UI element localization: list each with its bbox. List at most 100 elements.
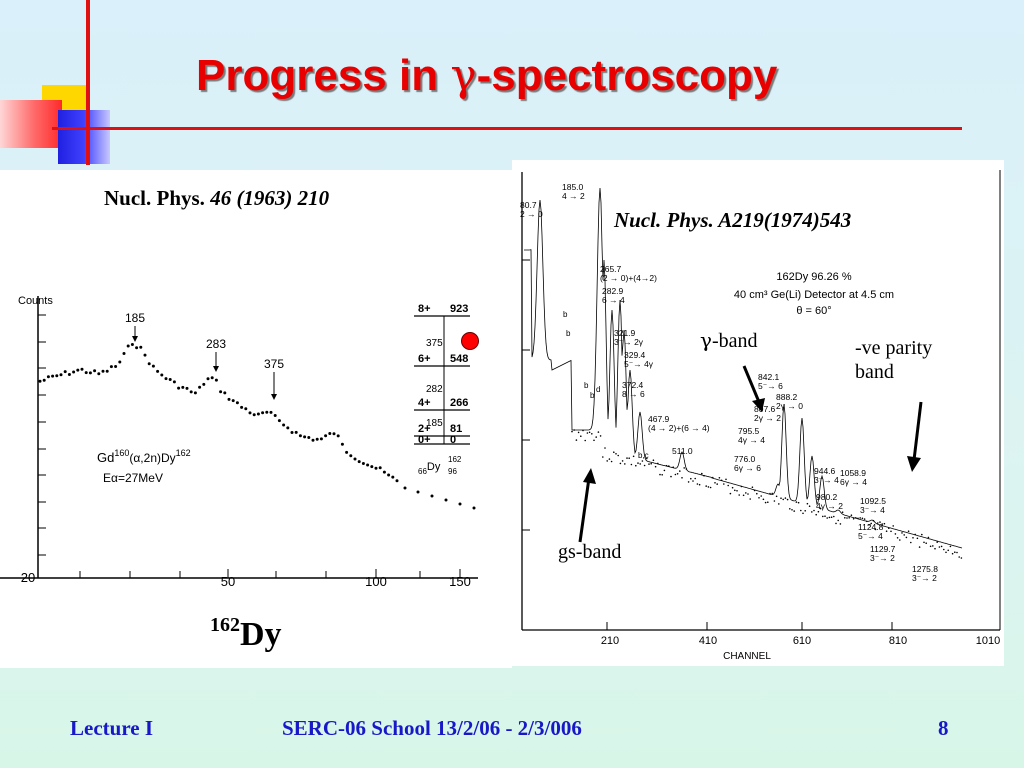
left-spectrum-point [156,369,160,373]
noise-point [648,463,650,465]
noise-point [703,474,705,477]
left-spectrum-point [135,346,139,350]
noise-point [870,522,872,525]
left-spectrum-point [126,344,130,348]
noise-point [637,462,639,464]
noise-point [639,463,641,465]
peak-energy-label: 776.0 [734,454,756,464]
noise-point [729,492,732,495]
left-xtick: 20 [21,570,35,585]
left-spectrum-point [458,502,462,506]
left-spectrum-point [277,419,281,423]
noise-point [654,465,657,468]
noise-point [822,515,824,518]
left-spectrum-point [181,385,185,389]
deco-horizontal-line [52,127,962,130]
peak-transition-label: 4 → 2 [562,191,585,201]
noise-point [593,439,595,442]
noise-point [874,528,877,531]
noise-point [857,517,859,520]
neg-parity-label: -ve parity band [855,336,932,384]
left-spectrum-point [382,470,386,474]
noise-point [599,435,602,437]
noise-point [846,517,848,519]
noise-point [855,517,857,519]
noise-point [824,515,826,517]
noise-point [802,512,804,515]
noise-point [731,486,734,489]
noise-point [709,486,712,489]
noise-point [938,546,941,548]
left-spectrum-point [332,432,336,436]
noise-point [910,541,912,544]
noise-point [670,475,672,478]
noise-point [866,520,868,523]
noise-point [804,510,806,512]
right-xtick: 210 [601,635,619,647]
peak-energy-label: 1124.8 [858,522,884,532]
noise-point [672,466,674,469]
noise-point [934,547,936,550]
noise-point [859,517,861,519]
left-spectrum-point [206,377,210,381]
level-transition: 375 [426,338,443,349]
noise-point [833,515,835,518]
noise-point [753,489,756,492]
noise-point [701,472,703,475]
noise-point [956,551,958,554]
noise-point [918,546,921,548]
level-energy: 0 [450,434,456,446]
left-peak-label: 375 [264,357,284,371]
noise-point [687,481,690,483]
noise-point [597,431,600,433]
noise-point [630,463,633,466]
noise-point [960,557,963,559]
noise-point [727,484,729,487]
letter-mark: b [584,381,589,390]
level-energy: 266 [450,397,468,409]
left-spectrum-point [168,378,172,381]
noise-point [615,453,617,455]
noise-point [894,533,897,535]
noise-point [760,495,762,497]
left-spectrum-point [214,378,218,382]
letter-mark: b,c [638,451,649,460]
peak-transition-label: 2 → 0 [520,209,543,219]
left-spectrum-point [59,373,63,377]
peak-transition-label: 4γ → 2 [816,501,843,511]
noise-point [608,458,611,460]
left-spectrum-point [63,370,67,374]
left-spectrum-point [328,432,332,435]
left-spectrum-point [307,436,311,439]
peak-transition-label: 6γ → 4 [840,477,867,487]
noise-point [705,485,707,487]
left-spectrum-point [282,423,286,427]
noise-point [679,470,681,472]
noise-point [888,527,890,529]
level-scheme-nucleus: 66Dy [418,461,441,476]
noise-point [665,464,668,467]
noise-point [848,517,850,519]
left-spectrum-point [139,345,143,349]
left-spectrum-point [109,365,113,369]
noise-point [676,473,679,475]
level-energy: 548 [450,353,468,365]
noise-point [613,451,615,454]
neg-parity-line1: -ve parity [855,337,933,359]
left-spectrum-point [88,371,92,375]
noise-point [786,498,789,501]
noise-point [604,447,606,449]
level-spin: 2+ [418,423,431,435]
noise-point [588,431,591,434]
noise-point [872,519,875,522]
noise-point [890,530,892,533]
title-gamma: γ [450,50,477,101]
noise-point [646,457,648,460]
nucleus-label: 162Dy [210,614,282,654]
noise-point [949,545,952,548]
noise-point [861,517,864,520]
info-line: 40 cm³ Ge(Li) Detector at 4.5 cm [734,289,894,301]
left-spectrum-plot: Counts 20 50 100 150 185 283 375 Gd160(α… [0,295,478,589]
noise-point [582,429,584,432]
noise-point [742,494,745,497]
